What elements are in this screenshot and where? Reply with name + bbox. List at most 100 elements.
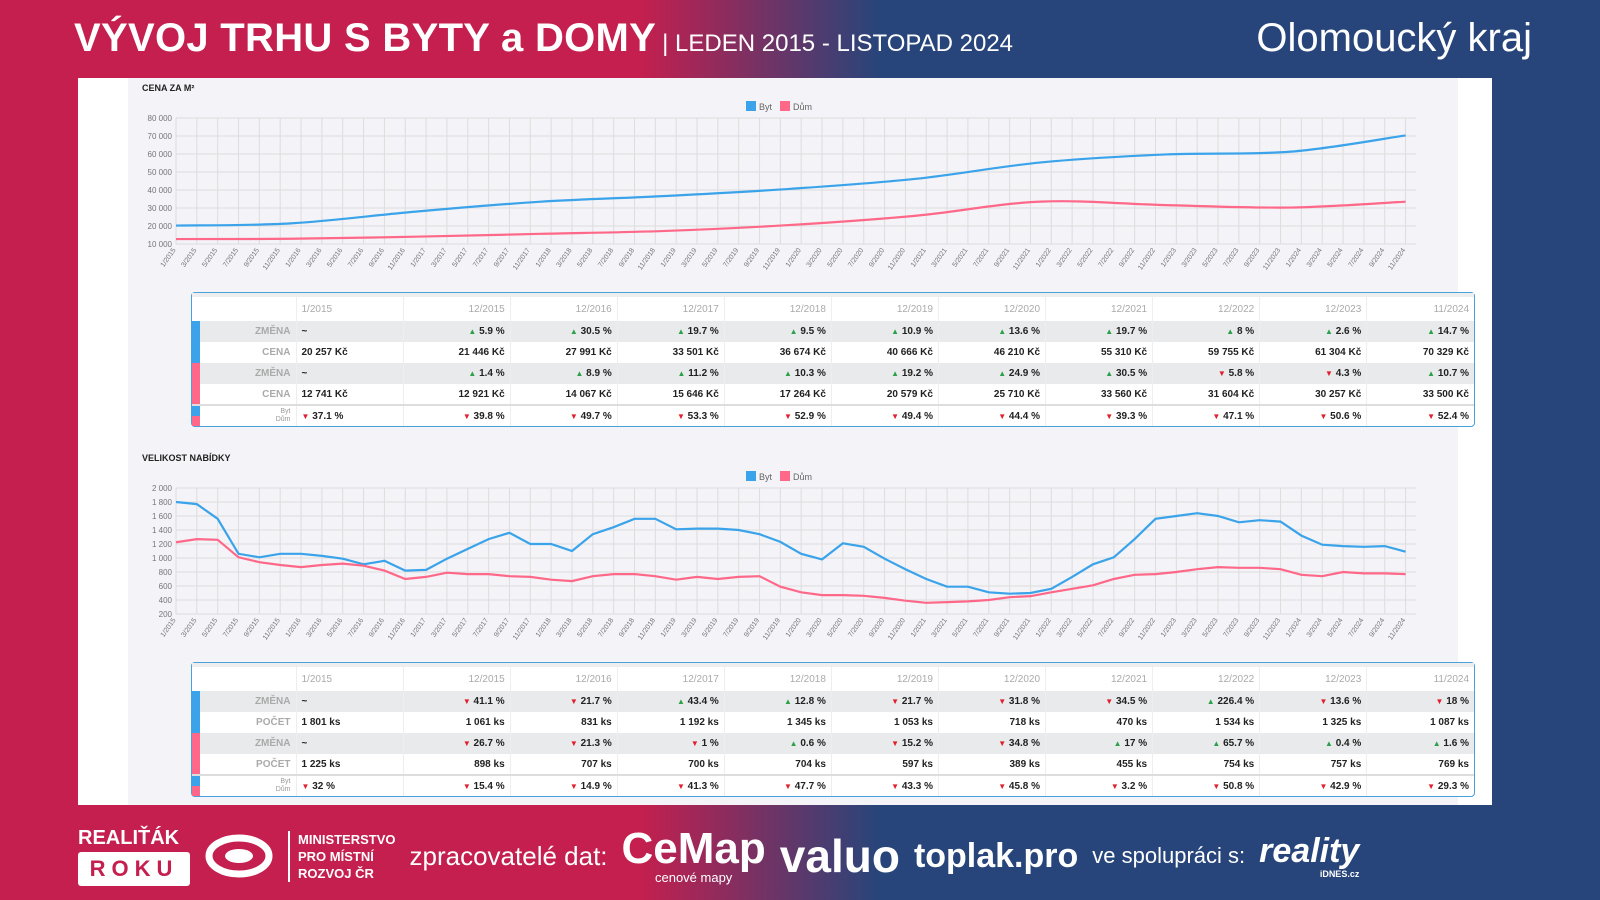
- triangle-up-icon: ▲: [1325, 739, 1333, 748]
- table-cell: 17 264 Kč: [723, 384, 832, 405]
- x-tick-label: 11/2019: [762, 617, 782, 641]
- column-header: 12/2021: [1045, 663, 1153, 691]
- header-period: | LEDEN 2015 - LISTOPAD 2024: [662, 30, 1014, 57]
- triangle-up-icon: ▲: [1206, 697, 1215, 706]
- table-cell: ▲ 5.9 %: [402, 321, 511, 342]
- column-header: 11/2024: [1366, 293, 1474, 321]
- x-tick-label: 1/2022: [1035, 617, 1053, 639]
- table-cell: ▲ 10.9 %: [830, 321, 939, 342]
- roku-logo: ROKU: [78, 851, 190, 886]
- corner-cell: [192, 663, 296, 691]
- x-tick-label: 5/2016: [326, 247, 344, 269]
- table-cell: 1 801 ks: [295, 712, 404, 733]
- y-tick-label: 800: [159, 568, 173, 577]
- y-tick-label: 200: [159, 610, 173, 619]
- y-tick-label: 30 000: [148, 204, 173, 213]
- x-tick-label: 11/2015: [262, 247, 282, 271]
- x-tick-label: 1/2017: [410, 617, 428, 639]
- legend-byt[interactable]: Byt: [746, 471, 772, 482]
- column-header: 12/2020: [937, 663, 1046, 691]
- table-cell: ▼ 37.1 %: [295, 404, 404, 426]
- triangle-up-icon: ▲: [891, 327, 900, 336]
- triangle-up-icon: ▲: [784, 369, 792, 378]
- column-header: 12/2019: [830, 293, 939, 321]
- triangle-down-icon: ▼: [784, 781, 792, 791]
- x-tick-label: 5/2015: [201, 247, 219, 269]
- x-tick-label: 1/2023: [1160, 247, 1178, 269]
- triangle-up-icon: ▲: [677, 369, 686, 378]
- y-tick-label: 2 000: [152, 484, 173, 493]
- triangle-up-icon: ▲: [575, 369, 584, 378]
- data-table: 1/2015 12/2015 12/2016 12/2017 12/2018 12/201…: [192, 663, 1474, 796]
- table-cell: ▼ 52.9 %: [723, 404, 832, 426]
- table-cell: ▲ 17 %: [1045, 733, 1153, 754]
- table-cell: 61 304 Kč: [1259, 342, 1367, 363]
- x-tick-label: 5/2024: [1327, 617, 1345, 639]
- y-tick-label: 70 000: [148, 132, 173, 141]
- triangle-up-icon: ▲: [789, 739, 798, 748]
- triangle-down-icon: ▼: [1217, 369, 1226, 378]
- triangle-up-icon: ▲: [1427, 369, 1436, 378]
- price-legend: Byt Dům: [746, 101, 812, 112]
- table-cell: 46 210 Kč: [937, 342, 1046, 363]
- table-row: ZMĚNA ~ ▲ 1.4 % ▲ 8.9 % ▲ 11.2 % ▲ 10.3 % ▲ 19…: [192, 363, 1474, 384]
- table-cell: ▼ 47.7 %: [723, 774, 832, 796]
- triangle-down-icon: ▼: [1427, 781, 1436, 791]
- x-tick-label: 1/2020: [785, 247, 803, 269]
- x-tick-label: 7/2015: [222, 247, 240, 269]
- x-tick-label: 3/2019: [681, 617, 699, 639]
- x-tick-label: 9/2016: [368, 617, 386, 639]
- table-cell: 33 500 Kč: [1366, 384, 1474, 405]
- table-cell: 59 755 Kč: [1152, 342, 1260, 363]
- x-tick-label: 1/2017: [410, 247, 428, 269]
- cemap-subtitle: cenové mapy: [654, 870, 733, 885]
- triangle-down-icon: ▼: [569, 411, 578, 421]
- x-tick-label: 7/2019: [722, 247, 740, 269]
- legend-byt[interactable]: Byt: [746, 101, 772, 112]
- column-header: 12/2016: [509, 663, 618, 691]
- x-tick-label: 5/2023: [1202, 247, 1220, 269]
- x-tick-label: 11/2024: [1387, 617, 1407, 641]
- legend-dum[interactable]: Dům: [780, 471, 812, 482]
- x-tick-label: 3/2023: [1181, 247, 1199, 269]
- series-line-byt: [175, 500, 1406, 595]
- table-cell: ▲ 65.7 %: [1152, 733, 1260, 754]
- column-header: 12/2017: [616, 293, 725, 321]
- x-tick-label: 1/2018: [535, 247, 553, 269]
- processors-label: zpracovatelé dat:: [409, 840, 608, 871]
- table-cell: ▲ 1.6 %: [1366, 733, 1474, 754]
- table-cell: ▲ 24.9 %: [937, 363, 1046, 384]
- x-tick-label: 3/2023: [1181, 617, 1199, 639]
- supply-legend: Byt Dům: [746, 471, 812, 482]
- table-cell: ▼ 50.6 %: [1259, 404, 1367, 426]
- column-header: 12/2017: [616, 663, 725, 691]
- table-header-row: 1/2015 12/2015 12/2016 12/2017 12/2018 12/201…: [192, 663, 1474, 691]
- triangle-down-icon: ▼: [1427, 411, 1436, 421]
- x-tick-label: 11/2019: [762, 247, 782, 271]
- x-tick-label: 11/2015: [262, 617, 282, 641]
- x-tick-label: 5/2019: [701, 247, 719, 269]
- table-cell: 831 ks: [509, 712, 618, 733]
- column-header: 12/2015: [402, 663, 511, 691]
- table-row: CENA 12 741 Kč 12 921 Kč 14 067 Kč 15 646 Kč…: [192, 384, 1474, 405]
- x-tick-label: 7/2018: [597, 617, 615, 639]
- x-tick-label: 11/2017: [512, 617, 532, 641]
- triangle-up-icon: ▲: [569, 327, 578, 336]
- triangle-up-icon: ▲: [1427, 327, 1436, 336]
- legend-dum[interactable]: Dům: [780, 101, 812, 112]
- triangle-down-icon: ▼: [462, 411, 471, 421]
- table-cell: ▼ 21.3 %: [509, 733, 618, 754]
- footer: REALIŤÁK ROKU MINISTERSTVO PRO MÍSTNÍ ROZV…: [78, 812, 1560, 900]
- table-row: POČET 1 225 ks 898 ks 707 ks 700 ks 704 ks 597…: [192, 754, 1474, 775]
- table-cell: ▼ 21.7 %: [830, 691, 939, 712]
- x-tick-label: 7/2020: [847, 617, 865, 639]
- triangle-up-icon: ▲: [998, 369, 1007, 378]
- column-header: 12/2019: [830, 663, 939, 691]
- table-cell: 769 ks: [1366, 754, 1474, 775]
- x-tick-label: 11/2018: [637, 617, 657, 641]
- x-tick-label: 3/2022: [1056, 247, 1074, 269]
- column-header: 12/2020: [937, 293, 1046, 321]
- triangle-down-icon: ▼: [891, 781, 900, 791]
- table-cell: ▼ 45.8 %: [937, 774, 1046, 796]
- x-tick-label: 7/2022: [1097, 247, 1115, 269]
